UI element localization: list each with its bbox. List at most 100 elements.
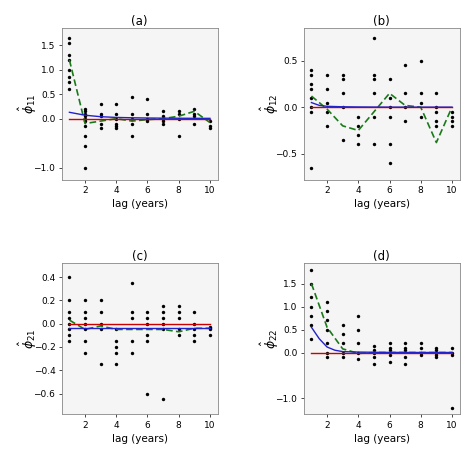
- Point: [433, 351, 440, 358]
- Point: [448, 344, 456, 352]
- Point: [112, 100, 120, 108]
- Point: [386, 113, 393, 120]
- Point: [323, 71, 331, 79]
- Point: [175, 132, 182, 139]
- Point: [355, 349, 362, 356]
- Point: [370, 76, 378, 83]
- Point: [97, 120, 104, 127]
- Point: [144, 115, 151, 122]
- Point: [144, 117, 151, 125]
- Point: [191, 113, 198, 120]
- Point: [339, 76, 346, 83]
- Point: [97, 361, 104, 368]
- Point: [401, 353, 409, 361]
- Point: [433, 344, 440, 352]
- Point: [81, 325, 89, 333]
- Point: [65, 337, 73, 345]
- Point: [401, 117, 409, 125]
- Point: [323, 108, 331, 116]
- Point: [159, 320, 167, 327]
- Point: [308, 108, 315, 116]
- Point: [323, 317, 331, 324]
- Point: [339, 104, 346, 111]
- Point: [81, 308, 89, 316]
- Point: [417, 89, 425, 97]
- Point: [401, 62, 409, 69]
- Point: [308, 335, 315, 342]
- Point: [448, 113, 456, 120]
- Point: [81, 117, 89, 125]
- Point: [206, 325, 214, 332]
- Point: [355, 113, 362, 120]
- Point: [175, 107, 182, 115]
- Point: [191, 337, 198, 345]
- Point: [401, 89, 409, 97]
- Point: [386, 351, 393, 358]
- Point: [144, 308, 151, 316]
- Point: [448, 349, 456, 356]
- Point: [433, 89, 440, 97]
- Point: [65, 325, 73, 333]
- Point: [97, 100, 104, 108]
- Point: [97, 308, 104, 316]
- Point: [112, 122, 120, 130]
- Point: [339, 321, 346, 329]
- Point: [175, 115, 182, 122]
- Point: [144, 337, 151, 345]
- Point: [370, 360, 378, 368]
- Point: [401, 347, 409, 354]
- Point: [308, 312, 315, 319]
- Point: [128, 337, 136, 345]
- Point: [417, 340, 425, 347]
- Point: [65, 320, 73, 327]
- Point: [159, 325, 167, 333]
- X-axis label: lag (years): lag (years): [112, 434, 168, 444]
- Point: [144, 390, 151, 397]
- Point: [65, 66, 73, 73]
- Point: [81, 164, 89, 171]
- Point: [65, 73, 73, 81]
- Point: [323, 308, 331, 315]
- Point: [175, 325, 182, 333]
- Point: [97, 113, 104, 120]
- Point: [128, 115, 136, 122]
- Point: [355, 356, 362, 363]
- Point: [128, 93, 136, 100]
- X-axis label: lag (years): lag (years): [354, 199, 410, 209]
- Point: [308, 104, 315, 111]
- Point: [65, 314, 73, 322]
- Title: (d): (d): [374, 250, 390, 263]
- Point: [65, 78, 73, 86]
- Point: [159, 113, 167, 120]
- Point: [206, 122, 214, 130]
- Point: [417, 99, 425, 106]
- Point: [370, 71, 378, 79]
- Point: [112, 110, 120, 118]
- Point: [386, 76, 393, 83]
- Point: [355, 131, 362, 139]
- Point: [81, 297, 89, 304]
- Point: [112, 325, 120, 333]
- Point: [386, 347, 393, 354]
- Y-axis label: $\hat{\phi}_{12}$: $\hat{\phi}_{12}$: [259, 94, 281, 114]
- Point: [308, 66, 315, 74]
- Point: [65, 51, 73, 59]
- Point: [370, 34, 378, 41]
- Point: [370, 349, 378, 356]
- Point: [433, 347, 440, 354]
- Point: [112, 125, 120, 132]
- Point: [175, 332, 182, 339]
- Point: [159, 302, 167, 310]
- Point: [128, 120, 136, 127]
- Point: [417, 351, 425, 358]
- Point: [386, 94, 393, 102]
- Point: [308, 294, 315, 301]
- Point: [339, 349, 346, 356]
- Point: [175, 308, 182, 316]
- Point: [175, 314, 182, 322]
- Point: [144, 110, 151, 118]
- Point: [191, 332, 198, 339]
- Point: [339, 136, 346, 144]
- Point: [355, 326, 362, 333]
- Point: [355, 141, 362, 148]
